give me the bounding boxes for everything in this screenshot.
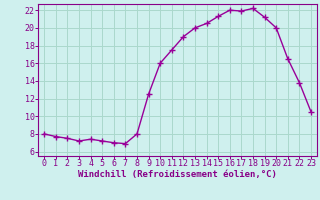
X-axis label: Windchill (Refroidissement éolien,°C): Windchill (Refroidissement éolien,°C) xyxy=(78,170,277,179)
